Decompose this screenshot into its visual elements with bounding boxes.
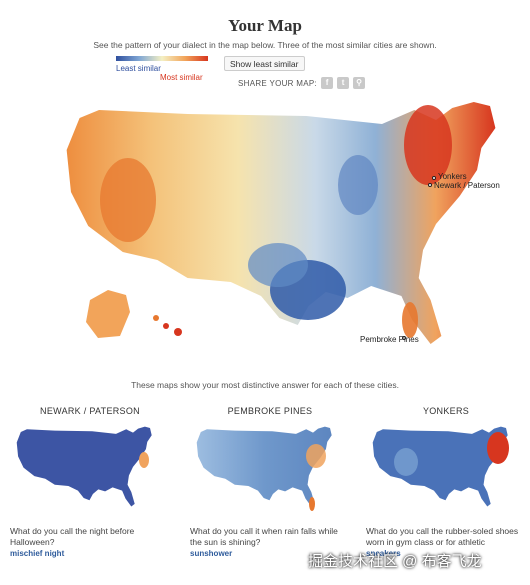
map-region (338, 155, 378, 215)
dialect-similarity-map[interactable] (48, 90, 518, 355)
city-answer: sunshower (190, 549, 233, 558)
city-maps-caption: These maps show your most distinctive an… (131, 380, 399, 390)
city-panel-title: YONKERS (422, 406, 470, 416)
page-title: Your Map (228, 16, 302, 35)
watermark: 掘金技术社区 @ 布客飞龙 (308, 553, 482, 570)
yonkers-answer-map[interactable] (366, 422, 526, 514)
map-region (309, 497, 315, 511)
facebook-icon[interactable]: f (321, 77, 334, 89)
map-region (402, 302, 418, 338)
show-least-similar-button[interactable]: Show least similar (224, 56, 305, 71)
city-panel-pembroke: PEMBROKE PINES What do you call it when … (190, 406, 350, 559)
legend-most-label: Most similar (160, 73, 203, 82)
link-icon[interactable]: ⚲ (353, 77, 366, 89)
map-region (100, 158, 156, 242)
city-panel-title: PEMBROKE PINES (227, 406, 313, 416)
map-region (404, 105, 452, 185)
map-region (306, 444, 326, 468)
map-region (248, 243, 308, 287)
city-question: What do you call the night before Hallow… (10, 526, 135, 547)
city-label-pembroke: Pembroke Pines (360, 335, 419, 344)
hawaii-shape (163, 323, 169, 329)
share-label: SHARE YOUR MAP: (238, 78, 318, 88)
map-region (394, 448, 418, 476)
hawaii-shape (153, 315, 159, 321)
city-panel-title: NEWARK / PATERSON (40, 406, 140, 416)
pembroke-marker[interactable] (402, 336, 406, 340)
city-label-newark: Newark / Paterson (434, 181, 500, 190)
city-answer: mischief night (10, 549, 65, 558)
city-panel-newark: NEWARK / PATERSON What do you call the n… (10, 406, 170, 559)
map-region (487, 432, 509, 464)
legend-least-label: Least similar (116, 64, 161, 73)
pembroke-answer-map[interactable] (190, 422, 350, 514)
newark-marker[interactable] (428, 183, 432, 187)
yonkers-marker[interactable] (432, 176, 436, 180)
twitter-icon[interactable]: t (337, 77, 350, 89)
alaska-shape (86, 290, 130, 338)
city-question: What do you call it when rain falls whil… (190, 526, 338, 547)
city-panel-yonkers: YONKERS What do you call the rubber-sole… (366, 406, 526, 559)
city-label-yonkers: Yonkers (438, 172, 467, 181)
similarity-legend: Least similar Most similar (116, 56, 216, 86)
city-answer: sneakers (366, 549, 401, 558)
map-region (139, 452, 149, 468)
legend-gradient-bar (116, 56, 208, 61)
hawaii-shape (174, 328, 182, 336)
city-question: What do you call the rubber-soled shoes … (366, 526, 519, 547)
share-bar: SHARE YOUR MAP: f t ⚲ (238, 77, 366, 89)
newark-answer-map[interactable] (10, 422, 170, 514)
page-subtitle: See the pattern of your dialect in the m… (93, 40, 437, 50)
